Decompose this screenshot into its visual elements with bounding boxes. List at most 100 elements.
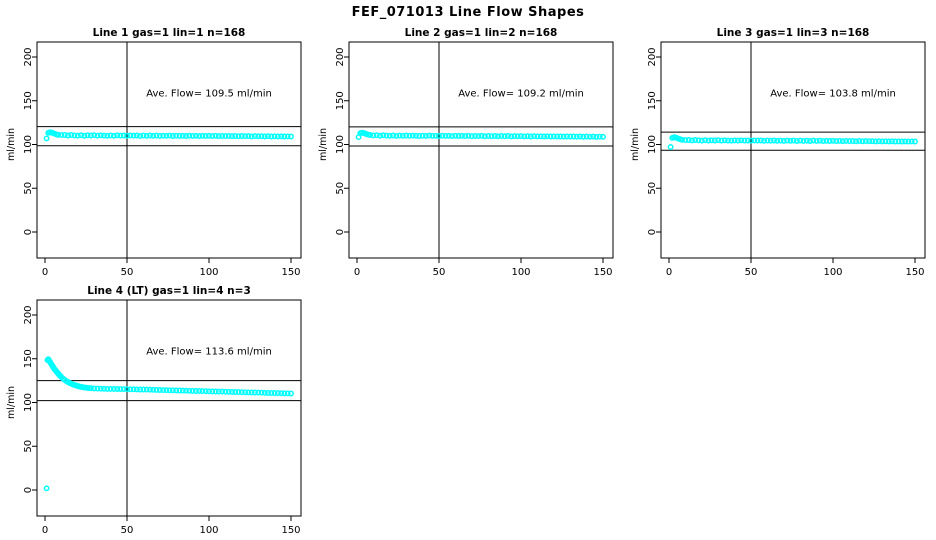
data-point [590,133,597,140]
data-point [192,132,199,139]
data-point [229,388,235,395]
data-series [667,134,918,150]
data-series [355,129,606,141]
data-point [370,132,377,139]
data-point [232,133,239,139]
data-point [137,132,144,139]
data-point [816,137,823,144]
data-point [563,133,570,140]
ave-flow-annotation: Ave. Flow= 103.8 ml/min [770,88,896,99]
data-point [734,137,741,144]
data-point [583,133,590,140]
data-point [94,385,101,392]
data-point [232,389,239,395]
data-point [721,137,728,144]
data-point [541,133,547,140]
data-point [219,132,226,139]
data-point [222,133,229,140]
data-point [810,137,817,144]
data-point [774,137,781,144]
ave-flow-annotation: Ave. Flow= 113.6 ml/min [146,346,272,357]
data-point [124,386,130,393]
data-point [281,133,288,140]
data-point [432,132,439,139]
data-point [147,132,153,139]
data-point [586,133,593,140]
x-tick-label: 0 [666,267,672,278]
y-tick-label: 0 [23,229,34,235]
data-point [685,137,692,143]
subplot-line-3: Line 3 gas=1 lin=3 n=168 0 50 100 150 0 50 100 1… [624,24,936,282]
y-tick-label: 200 [335,47,346,66]
data-point [127,386,134,393]
data-point [527,133,534,140]
data-point [849,138,856,144]
data-point [429,132,436,139]
data-point [110,385,117,392]
data-point [229,133,235,140]
data-point [728,137,735,144]
y-tick-label: 100 [23,135,34,154]
data-point [767,137,774,144]
data-point [895,138,902,145]
data-point [107,385,114,392]
data-point [797,137,804,144]
data-point [110,132,117,139]
data-point [265,133,271,140]
y-tick-label: 150 [335,91,346,110]
data-point [245,133,252,140]
data-point [708,137,715,144]
data-point [225,388,232,395]
data-point [475,133,482,140]
data-point [58,132,65,139]
y-tick-label: 50 [335,182,346,195]
y-tick-label: 0 [335,229,346,235]
data-point [807,138,813,144]
data-point [114,132,121,139]
y-tick-label: 50 [23,440,34,453]
subplot-line-2: Line 2 gas=1 lin=2 n=168 0 50 100 150 0 50 100 1… [312,24,624,282]
y-tick-label: 100 [23,393,34,412]
data-point [245,389,252,396]
x-tick-label: 0 [354,267,360,278]
data-point [150,386,157,393]
data-point [744,137,751,144]
data-point [544,133,551,140]
data-point [695,137,702,144]
data-point [393,132,400,139]
data-point [511,133,518,140]
data-point [120,386,127,393]
data-point [248,133,255,140]
x-tick-label: 150 [905,267,924,278]
data-point [531,133,538,140]
y-tick-label: 200 [23,305,34,324]
data-point [265,389,271,396]
data-point [725,137,731,144]
data-point [478,132,485,139]
main-title: FEF_071013 Line Flow Shapes [351,5,585,20]
data-point [206,132,212,139]
data-point [251,133,258,140]
data-point [209,388,216,395]
y-tick-label: 50 [647,182,658,195]
y-tick-label: 200 [647,47,658,66]
data-point [160,387,167,394]
data-point [682,137,689,144]
data-point [455,133,462,139]
x-tick-label: 150 [281,267,300,278]
data-point [81,132,88,139]
data-point [278,133,285,140]
data-point [199,132,206,139]
data-point [248,389,255,396]
subplot-line-4: Line 4 (LT) gas=1 lin=4 n=3 0 50 100 150 0 50 1… [0,282,312,540]
data-point [84,132,91,139]
data-point [133,132,140,139]
data-point [61,132,68,138]
data-point [518,133,524,140]
data-point [902,138,909,145]
y-axis-label: ml/min [630,128,641,161]
data-point [439,132,446,139]
data-point [173,132,180,139]
data-point [705,137,712,144]
data-point [186,387,193,394]
